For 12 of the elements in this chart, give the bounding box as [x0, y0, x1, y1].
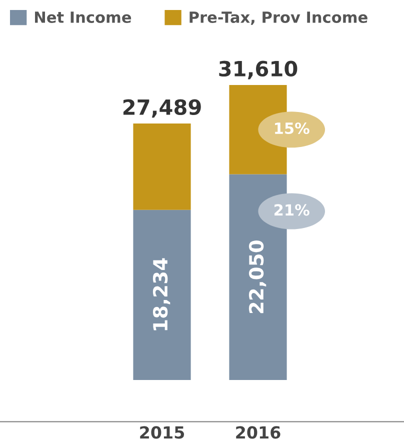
total-label: 27,489	[123, 99, 201, 118]
legend-label: Pre-Tax, Prov Income	[190, 12, 368, 25]
x-tick-label: 2016	[236, 426, 280, 439]
data-label: 18,234	[152, 258, 170, 330]
total-label: 31,610	[219, 60, 298, 80]
legend-label: Net Income	[35, 12, 132, 23]
annotation: 21%	[274, 204, 310, 216]
data-label: 22,050	[248, 240, 266, 314]
annotation: 15%	[275, 122, 310, 134]
bar	[133, 123, 191, 210]
bar	[133, 210, 191, 380]
x-tick-label: 2015	[140, 426, 184, 439]
